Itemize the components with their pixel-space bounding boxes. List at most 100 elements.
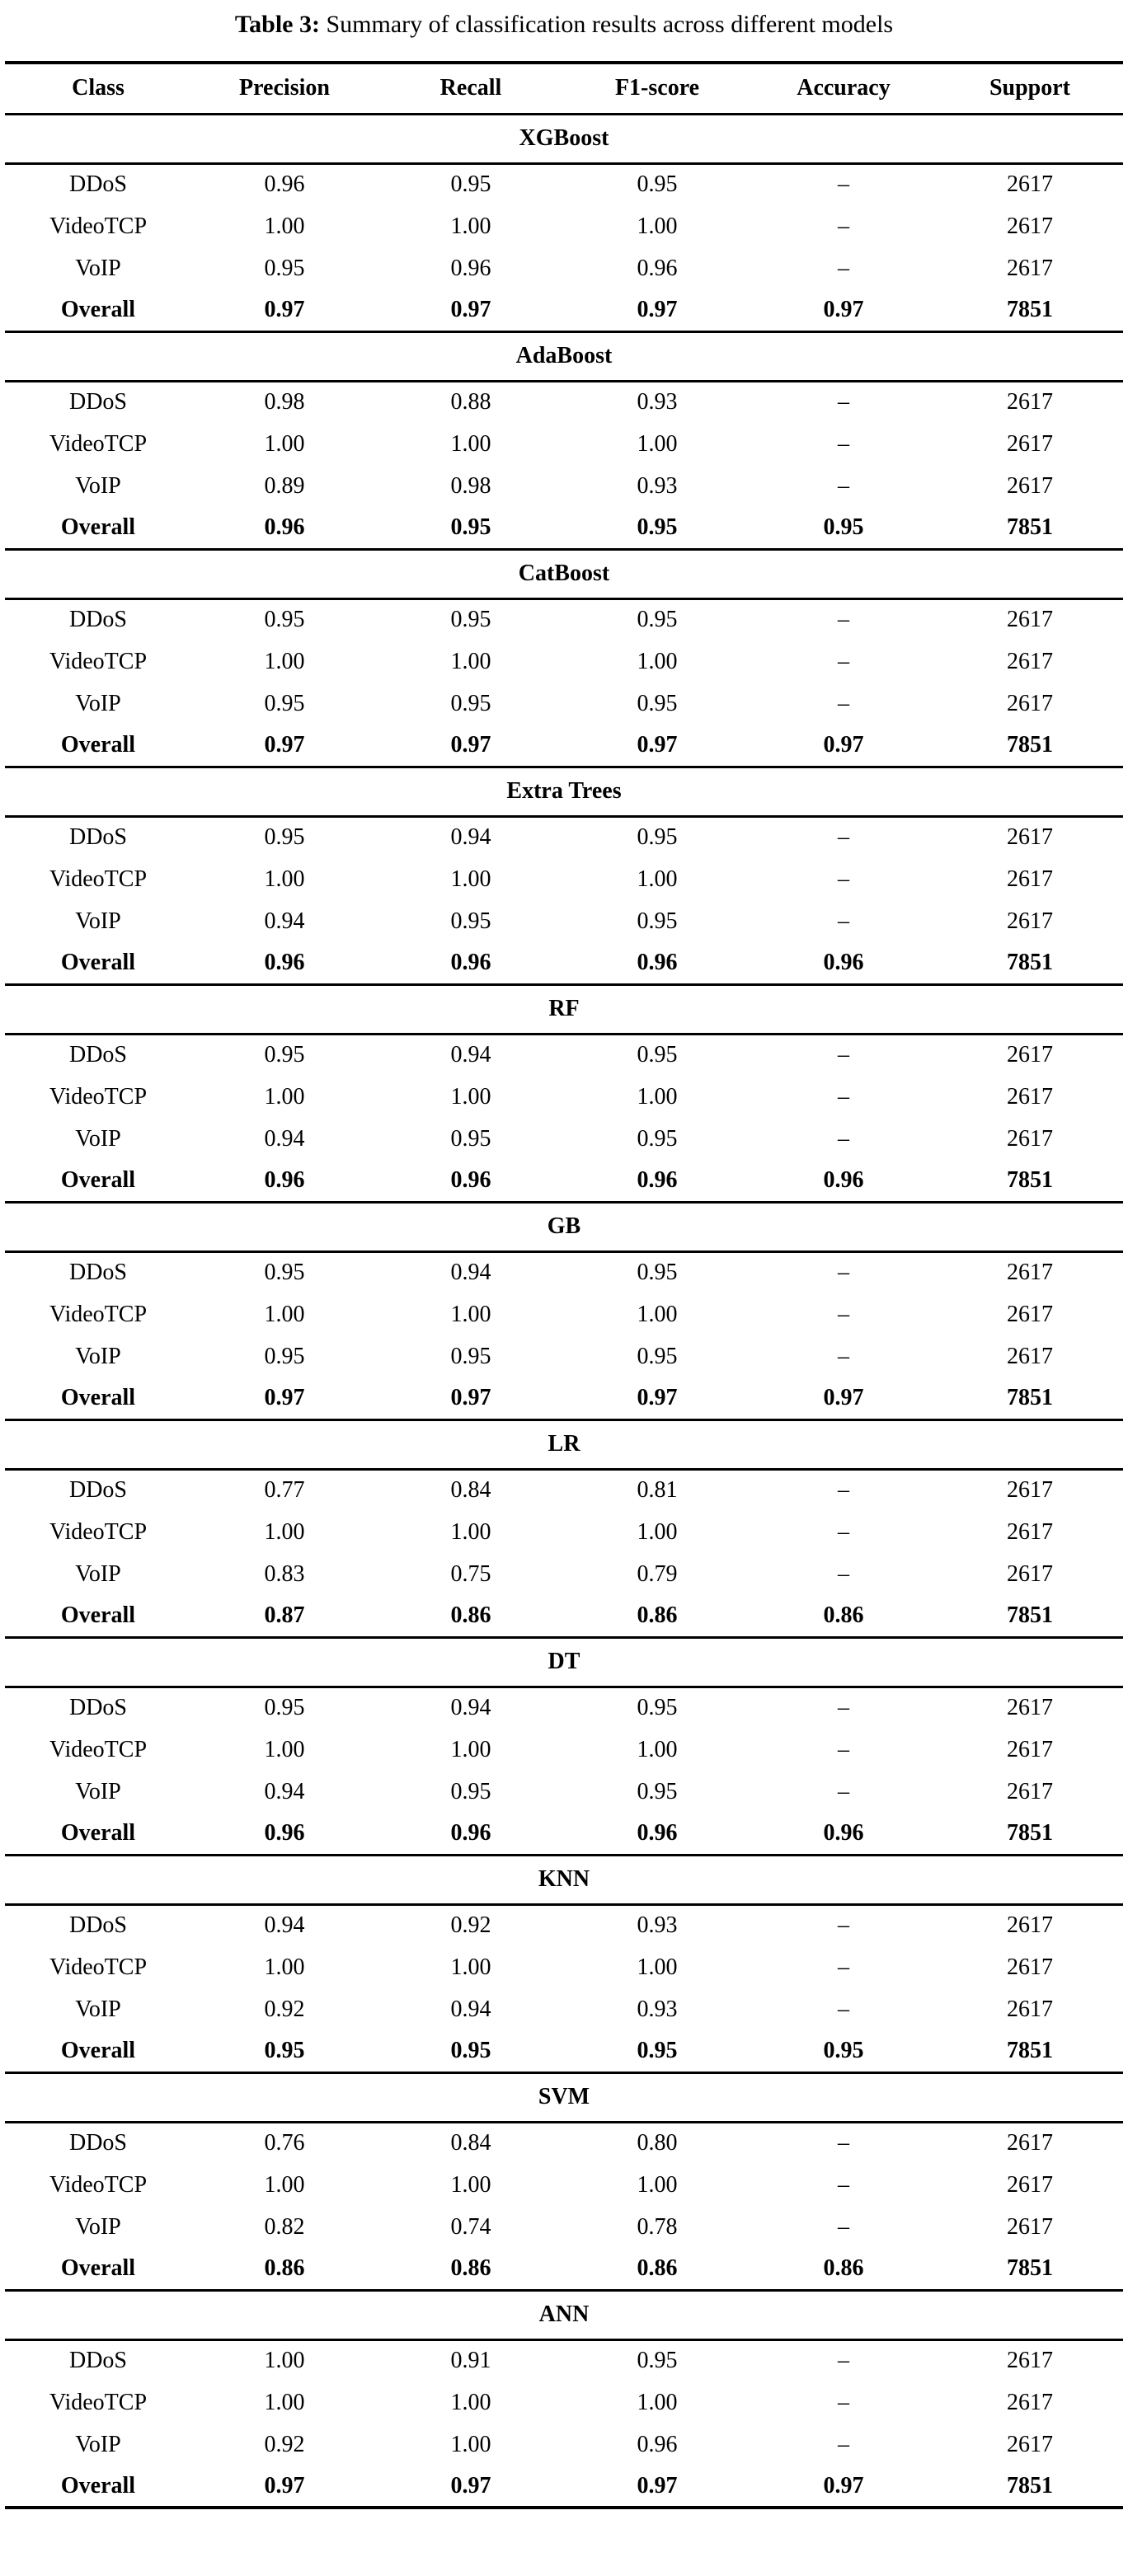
cell-accuracy: – — [838, 607, 849, 633]
cell-support: 2617 — [1007, 213, 1053, 239]
cell-f1-score: 1.00 — [637, 1954, 678, 1980]
cell-support: 2617 — [1007, 2171, 1053, 2198]
cell-recall: 0.91 — [450, 2348, 491, 2374]
cell-f1-score: 0.97 — [637, 296, 678, 322]
cell-recall: 0.88 — [450, 389, 491, 415]
results-table-header: Class Precision Recall F1-score Accuracy… — [5, 63, 1123, 115]
cell-f1-score: 0.95 — [637, 1695, 678, 1721]
cell-f1-score: 1.00 — [637, 648, 678, 674]
cell-recall: 0.97 — [450, 731, 491, 758]
cell-class: VideoTCP — [49, 1954, 148, 1980]
cell-f1-score: 0.95 — [637, 1042, 678, 1068]
table-row: VideoTCP 1.00 1.00 1.00 – 2617 — [5, 858, 1123, 900]
column-header-f1-score: F1-score — [564, 63, 750, 115]
cell-class: Overall — [60, 1819, 136, 1846]
cell-class: Overall — [60, 2255, 136, 2281]
cell-accuracy: – — [838, 1343, 849, 1369]
cell-recall: 0.94 — [450, 1996, 491, 2022]
cell-f1-score: 0.95 — [637, 171, 678, 198]
cell-precision: 0.98 — [264, 389, 305, 415]
cell-precision: 0.94 — [264, 908, 305, 934]
cell-recall: 0.94 — [450, 824, 491, 851]
cell-support: 2617 — [1007, 1518, 1053, 1545]
model-name: AdaBoost — [5, 330, 1123, 382]
cell-f1-score: 0.95 — [637, 514, 678, 540]
cell-class: VoIP — [75, 255, 121, 281]
cell-support: 2617 — [1007, 1083, 1053, 1110]
cell-support: 2617 — [1007, 1301, 1053, 1327]
cell-precision: 0.95 — [264, 1343, 305, 1369]
cell-accuracy: – — [838, 1695, 849, 1721]
cell-recall: 0.84 — [450, 1477, 491, 1504]
cell-precision: 1.00 — [264, 2171, 305, 2198]
cell-class: VoIP — [75, 472, 121, 499]
cell-accuracy: – — [838, 255, 849, 281]
cell-support: 2617 — [1007, 389, 1053, 415]
column-header-accuracy: Accuracy — [750, 63, 937, 115]
model-name: GB — [5, 1200, 1123, 1253]
cell-precision: 1.00 — [264, 1083, 305, 1110]
cell-precision: 1.00 — [264, 866, 305, 892]
table-row: DDoS 0.95 0.94 0.95 – 2617 — [5, 1034, 1123, 1076]
table-row: VoIP 0.95 0.95 0.95 – 2617 — [5, 683, 1123, 725]
cell-support: 2617 — [1007, 472, 1053, 499]
cell-recall: 0.94 — [450, 1042, 491, 1068]
cell-support: 2617 — [1007, 824, 1053, 851]
cell-precision: 0.97 — [264, 2472, 305, 2499]
cell-recall: 1.00 — [450, 866, 491, 892]
cell-precision: 0.95 — [264, 824, 305, 851]
cell-class: Overall — [60, 1166, 136, 1193]
cell-class: Overall — [60, 2472, 136, 2499]
cell-recall: 0.95 — [450, 2037, 491, 2063]
cell-class: VoIP — [75, 1125, 121, 1152]
cell-class: VideoTCP — [49, 648, 148, 674]
cell-accuracy: – — [838, 690, 849, 716]
cell-support: 2617 — [1007, 2130, 1053, 2156]
table-row: DDoS 0.76 0.84 0.80 – 2617 — [5, 2122, 1123, 2164]
cell-recall: 1.00 — [450, 2389, 491, 2415]
cell-precision: 0.95 — [264, 1695, 305, 1721]
cell-recall: 0.84 — [450, 2130, 491, 2156]
cell-f1-score: 1.00 — [637, 2389, 678, 2415]
cell-recall: 0.75 — [450, 1560, 491, 1587]
cell-class: VoIP — [75, 1343, 121, 1369]
cell-class: DDoS — [68, 2130, 127, 2156]
table-row: Overall 0.96 0.96 0.96 0.96 7851 — [5, 1813, 1123, 1855]
cell-accuracy: – — [838, 2431, 849, 2457]
table-row: VideoTCP 1.00 1.00 1.00 – 2617 — [5, 1729, 1123, 1771]
table-row: VideoTCP 1.00 1.00 1.00 – 2617 — [5, 1946, 1123, 1988]
cell-recall: 1.00 — [450, 430, 491, 457]
cell-support: 7851 — [1007, 296, 1053, 322]
cell-f1-score: 1.00 — [637, 1083, 678, 1110]
cell-support: 2617 — [1007, 648, 1053, 674]
cell-f1-score: 0.95 — [637, 1343, 678, 1369]
cell-f1-score: 0.93 — [637, 1912, 678, 1939]
column-header-class: Class — [5, 63, 191, 115]
cell-precision: 0.95 — [264, 1260, 305, 1286]
table-row: VoIP 0.82 0.74 0.78 – 2617 — [5, 2206, 1123, 2248]
cell-f1-score: 0.81 — [637, 1477, 678, 1504]
cell-recall: 1.00 — [450, 1301, 491, 1327]
cell-support: 2617 — [1007, 1912, 1053, 1939]
cell-accuracy: – — [838, 430, 849, 457]
table-caption-text: Summary of classification results across… — [319, 11, 894, 38]
model-section-row: DT — [5, 1635, 1123, 1688]
column-header-recall: Recall — [378, 63, 564, 115]
cell-support: 2617 — [1007, 1996, 1053, 2022]
cell-recall: 1.00 — [450, 213, 491, 239]
cell-precision: 0.92 — [264, 1996, 305, 2022]
cell-f1-score: 0.95 — [637, 2348, 678, 2374]
cell-class: DDoS — [68, 1260, 127, 1286]
cell-f1-score: 0.80 — [637, 2130, 678, 2156]
table-row: VoIP 0.83 0.75 0.79 – 2617 — [5, 1553, 1123, 1595]
cell-precision: 1.00 — [264, 1301, 305, 1327]
table-row: DDoS 0.94 0.92 0.93 – 2617 — [5, 1904, 1123, 1946]
cell-f1-score: 0.95 — [637, 824, 678, 851]
cell-f1-score: 0.96 — [637, 1819, 678, 1846]
cell-f1-score: 0.97 — [637, 1384, 678, 1410]
table-row: Overall 0.87 0.86 0.86 0.86 7851 — [5, 1595, 1123, 1637]
cell-precision: 0.96 — [264, 171, 305, 198]
cell-f1-score: 1.00 — [637, 2171, 678, 2198]
model-section-row: LR — [5, 1418, 1123, 1471]
cell-accuracy: – — [838, 472, 849, 499]
